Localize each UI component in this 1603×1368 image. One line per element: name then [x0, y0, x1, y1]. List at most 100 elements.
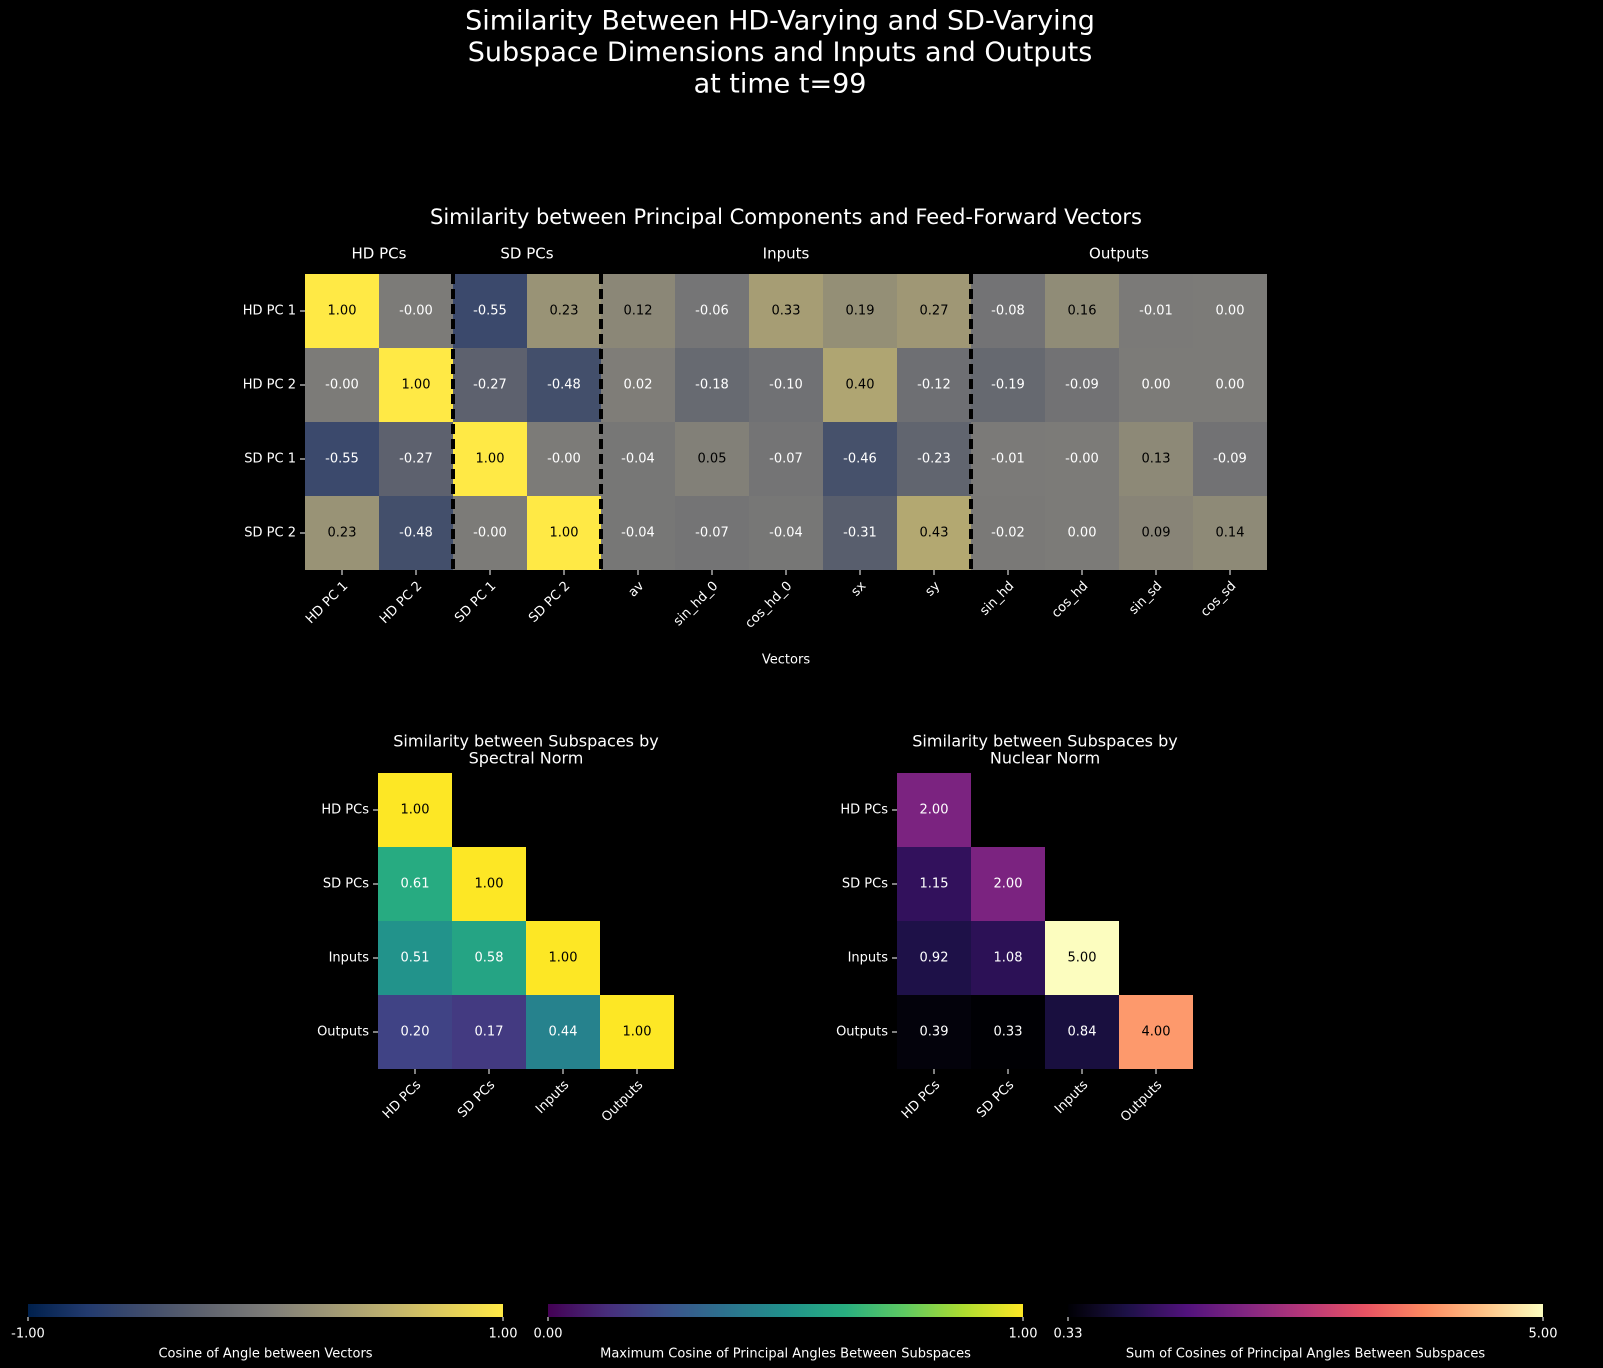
- heatmap-cell: [1119, 422, 1193, 496]
- heatmap-cell: [378, 995, 452, 1069]
- colorbar-tick-label: 5.00: [1529, 1327, 1558, 1342]
- cell-label: -0.12: [917, 378, 951, 393]
- cell-label: -0.01: [991, 452, 1025, 467]
- cell-label: 0.61: [401, 877, 430, 892]
- colorbar: [548, 1304, 1023, 1317]
- heatmap-cell: [453, 496, 527, 570]
- heatmap-cell: [526, 921, 600, 995]
- cell-label: 0.17: [475, 1025, 504, 1040]
- cell-label: 2.00: [994, 877, 1023, 892]
- heatmap-cell: [601, 422, 675, 496]
- cell-label: 0.00: [1068, 526, 1097, 541]
- heatmap-cell: [601, 496, 675, 570]
- group-label: SD PCs: [500, 245, 553, 263]
- group-label: HD PCs: [352, 245, 407, 263]
- colorbar-tick-label: 0.33: [1054, 1327, 1083, 1342]
- figure-title: at time t=99: [694, 69, 867, 100]
- cell-label: -0.07: [769, 452, 803, 467]
- heatmap-cell: [1045, 496, 1119, 570]
- y-tick-label: HD PCs: [840, 803, 888, 818]
- heatmap-cell: [971, 348, 1045, 422]
- cell-label: 1.00: [475, 877, 504, 892]
- cell-label: 1.15: [920, 877, 949, 892]
- heatmap-cell: [1193, 348, 1267, 422]
- cell-label: 0.92: [920, 951, 949, 966]
- cell-label: 0.02: [624, 378, 653, 393]
- heatmap-cell: [453, 274, 527, 348]
- heatmap-cell: [675, 274, 749, 348]
- figure-title: Similarity Between HD-Varying and SD-Var…: [465, 6, 1095, 37]
- heatmap-cell: [675, 496, 749, 570]
- colorbar-label: Maximum Cosine of Principal Angles Betwe…: [600, 1347, 971, 1362]
- cell-label: 0.16: [1068, 304, 1097, 319]
- group-label: Outputs: [1089, 245, 1149, 263]
- heatmap-cell: [897, 921, 971, 995]
- cell-label: -0.02: [991, 526, 1025, 541]
- y-tick-label: Outputs: [836, 1025, 888, 1040]
- cell-label: -0.48: [547, 378, 581, 393]
- heatmap-cell: [1119, 995, 1193, 1069]
- heatmap-cell: [823, 274, 897, 348]
- cell-label: -0.46: [843, 452, 877, 467]
- chart-title: Similarity between Subspaces by: [393, 732, 658, 751]
- cell-label: -0.31: [843, 526, 877, 541]
- heatmap-cell: [453, 422, 527, 496]
- heatmap-cell: [823, 348, 897, 422]
- cell-label: -0.07: [695, 526, 729, 541]
- heatmap-cell: [305, 422, 379, 496]
- heatmap-cell: [749, 274, 823, 348]
- heatmap-cell: [1119, 274, 1193, 348]
- heatmap-cell: [1119, 496, 1193, 570]
- cell-label: 0.00: [1216, 378, 1245, 393]
- group-label: Inputs: [763, 245, 810, 263]
- cell-label: 0.51: [401, 951, 430, 966]
- heatmap-cell: [453, 348, 527, 422]
- cell-label: -0.00: [547, 452, 581, 467]
- heatmap-cell: [1045, 348, 1119, 422]
- cell-label: 0.40: [846, 378, 875, 393]
- cell-label: -0.08: [991, 304, 1025, 319]
- y-tick-label: SD PC 1: [244, 452, 296, 467]
- heatmap-cell: [971, 496, 1045, 570]
- cell-label: 0.00: [1216, 304, 1245, 319]
- cell-label: -0.04: [621, 452, 655, 467]
- heatmap-cell: [971, 422, 1045, 496]
- cell-label: -0.55: [473, 304, 507, 319]
- cell-label: 0.14: [1216, 526, 1245, 541]
- heatmap-cell: [897, 847, 971, 921]
- y-tick-label: HD PCs: [321, 803, 369, 818]
- cell-label: -0.27: [399, 452, 433, 467]
- heatmap-cell: [526, 995, 600, 1069]
- cell-label: -0.19: [991, 378, 1025, 393]
- heatmap-cell: [379, 274, 453, 348]
- heatmap-cell: [1193, 274, 1267, 348]
- cell-label: -0.00: [473, 526, 507, 541]
- heatmap-cell: [378, 921, 452, 995]
- cell-label: 0.33: [994, 1025, 1023, 1040]
- heatmap-cell: [675, 348, 749, 422]
- chart-title: Spectral Norm: [469, 749, 584, 768]
- cell-label: 0.09: [1142, 526, 1171, 541]
- cell-label: 0.23: [550, 304, 579, 319]
- heatmap-cell: [1119, 348, 1193, 422]
- heatmap-cell: [749, 422, 823, 496]
- cell-label: -0.55: [325, 452, 359, 467]
- cell-label: 0.13: [1142, 452, 1171, 467]
- heatmap-cell: [1193, 496, 1267, 570]
- cell-label: 1.00: [476, 452, 505, 467]
- cell-label: 0.00: [1142, 378, 1171, 393]
- heatmap-cell: [749, 348, 823, 422]
- colorbar: [1068, 1304, 1543, 1317]
- cell-label: 0.39: [920, 1025, 949, 1040]
- y-tick-label: HD PC 1: [243, 304, 296, 319]
- heatmap-cell: [823, 496, 897, 570]
- heatmap-cell: [897, 995, 971, 1069]
- heatmap-cell: [527, 496, 601, 570]
- colorbar-label: Cosine of Angle between Vectors: [158, 1347, 372, 1362]
- cell-label: 0.33: [772, 304, 801, 319]
- cell-label: 0.19: [846, 304, 875, 319]
- y-tick-label: SD PC 2: [244, 526, 296, 541]
- colorbar-label: Sum of Cosines of Principal Angles Betwe…: [1126, 1347, 1485, 1362]
- y-tick-label: SD PCs: [323, 877, 369, 892]
